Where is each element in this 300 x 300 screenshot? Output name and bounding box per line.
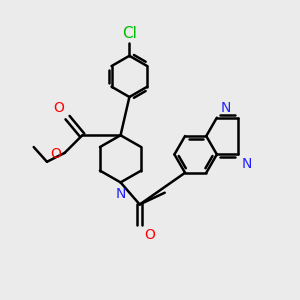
Text: O: O bbox=[144, 228, 155, 242]
Text: N: N bbox=[242, 157, 252, 171]
Text: Cl: Cl bbox=[122, 26, 137, 41]
Text: O: O bbox=[54, 101, 64, 115]
Text: N: N bbox=[220, 101, 231, 115]
Text: N: N bbox=[116, 187, 126, 201]
Text: O: O bbox=[50, 147, 61, 161]
